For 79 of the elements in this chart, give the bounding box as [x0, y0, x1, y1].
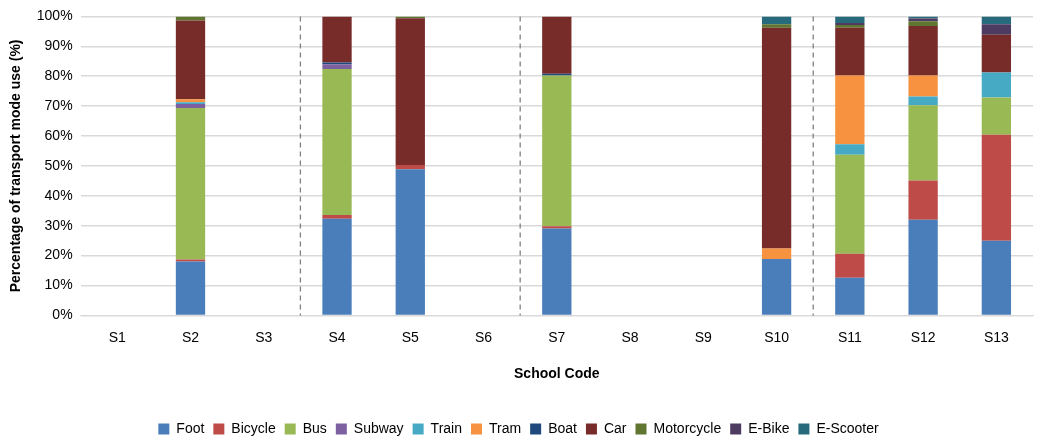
x-axis-title: School Code — [514, 365, 600, 382]
bar — [761, 24, 792, 28]
legend-label: E-Scooter — [816, 419, 879, 436]
bar — [908, 105, 938, 181]
y-tick-label: 90% — [44, 37, 73, 54]
bar — [322, 16, 352, 63]
x-tick-label: S10 — [764, 328, 790, 345]
y-tick-label: 70% — [44, 96, 73, 113]
legend-label: Train — [430, 419, 463, 436]
y-tick-label: 0% — [52, 306, 73, 323]
y-tick-label: 100% — [36, 7, 73, 24]
bar — [908, 25, 938, 76]
bar — [175, 259, 206, 262]
bar — [761, 248, 792, 259]
legend-label: Car — [603, 419, 627, 436]
bar — [395, 18, 425, 165]
x-tick-label: S2 — [181, 328, 200, 345]
x-tick-label: S8 — [621, 328, 639, 345]
x-tick-label: S13 — [983, 328, 1010, 345]
bar — [175, 107, 206, 260]
bar — [981, 24, 1012, 35]
legend-label: Subway — [353, 419, 404, 436]
bar — [908, 75, 938, 97]
legend-label: Boat — [548, 419, 578, 436]
legend-label: Tram — [489, 419, 522, 436]
bar — [981, 34, 1012, 73]
y-tick-label: 20% — [44, 246, 73, 263]
bar — [835, 75, 865, 145]
bar — [908, 219, 938, 315]
x-tick-label: S5 — [401, 328, 420, 345]
bar — [981, 97, 1012, 135]
bar — [175, 16, 206, 21]
bar — [322, 218, 352, 315]
legend-label: E-Bike — [748, 419, 790, 436]
bar — [175, 261, 206, 315]
legend-label: Foot — [176, 419, 205, 436]
bar — [981, 240, 1012, 315]
bar — [322, 69, 352, 215]
bar — [908, 21, 938, 26]
x-tick-label: S9 — [694, 328, 713, 345]
x-tick-label: S6 — [474, 328, 493, 345]
y-tick-label: 60% — [44, 126, 73, 143]
legend-label: Bicycle — [231, 419, 276, 436]
bar — [395, 165, 425, 170]
bar — [395, 169, 425, 315]
bar — [981, 134, 1012, 241]
bar — [981, 72, 1012, 98]
legend-label: Motorcycle — [653, 419, 722, 436]
bar — [322, 64, 352, 70]
y-tick-label: 10% — [44, 276, 73, 293]
bar — [835, 27, 865, 76]
bar — [908, 180, 938, 220]
x-tick-label: S3 — [255, 328, 273, 345]
bar — [835, 253, 865, 278]
bar — [835, 154, 865, 254]
bar — [835, 144, 865, 155]
bar — [175, 20, 206, 100]
bar — [761, 27, 792, 249]
x-tick-label: S7 — [548, 328, 566, 345]
x-tick-label: S4 — [328, 328, 346, 345]
bar — [835, 16, 865, 23]
y-axis-title: Percentage of transport mode use (%) — [7, 39, 24, 293]
bar — [175, 104, 206, 108]
y-tick-label: 30% — [44, 216, 73, 233]
bar — [542, 16, 572, 74]
y-tick-label: 80% — [44, 67, 73, 84]
y-tick-label: 50% — [44, 156, 73, 173]
bar — [542, 75, 572, 227]
bar — [761, 258, 792, 315]
y-tick-label: 40% — [44, 186, 73, 203]
legend-label: Bus — [302, 419, 327, 436]
bar — [322, 214, 352, 219]
bar — [835, 277, 865, 315]
x-tick-label: S1 — [108, 328, 127, 345]
x-tick-label: S11 — [837, 328, 862, 345]
x-tick-label: S12 — [910, 328, 936, 345]
bar — [542, 226, 572, 229]
bar — [542, 228, 572, 315]
bar — [908, 96, 938, 106]
